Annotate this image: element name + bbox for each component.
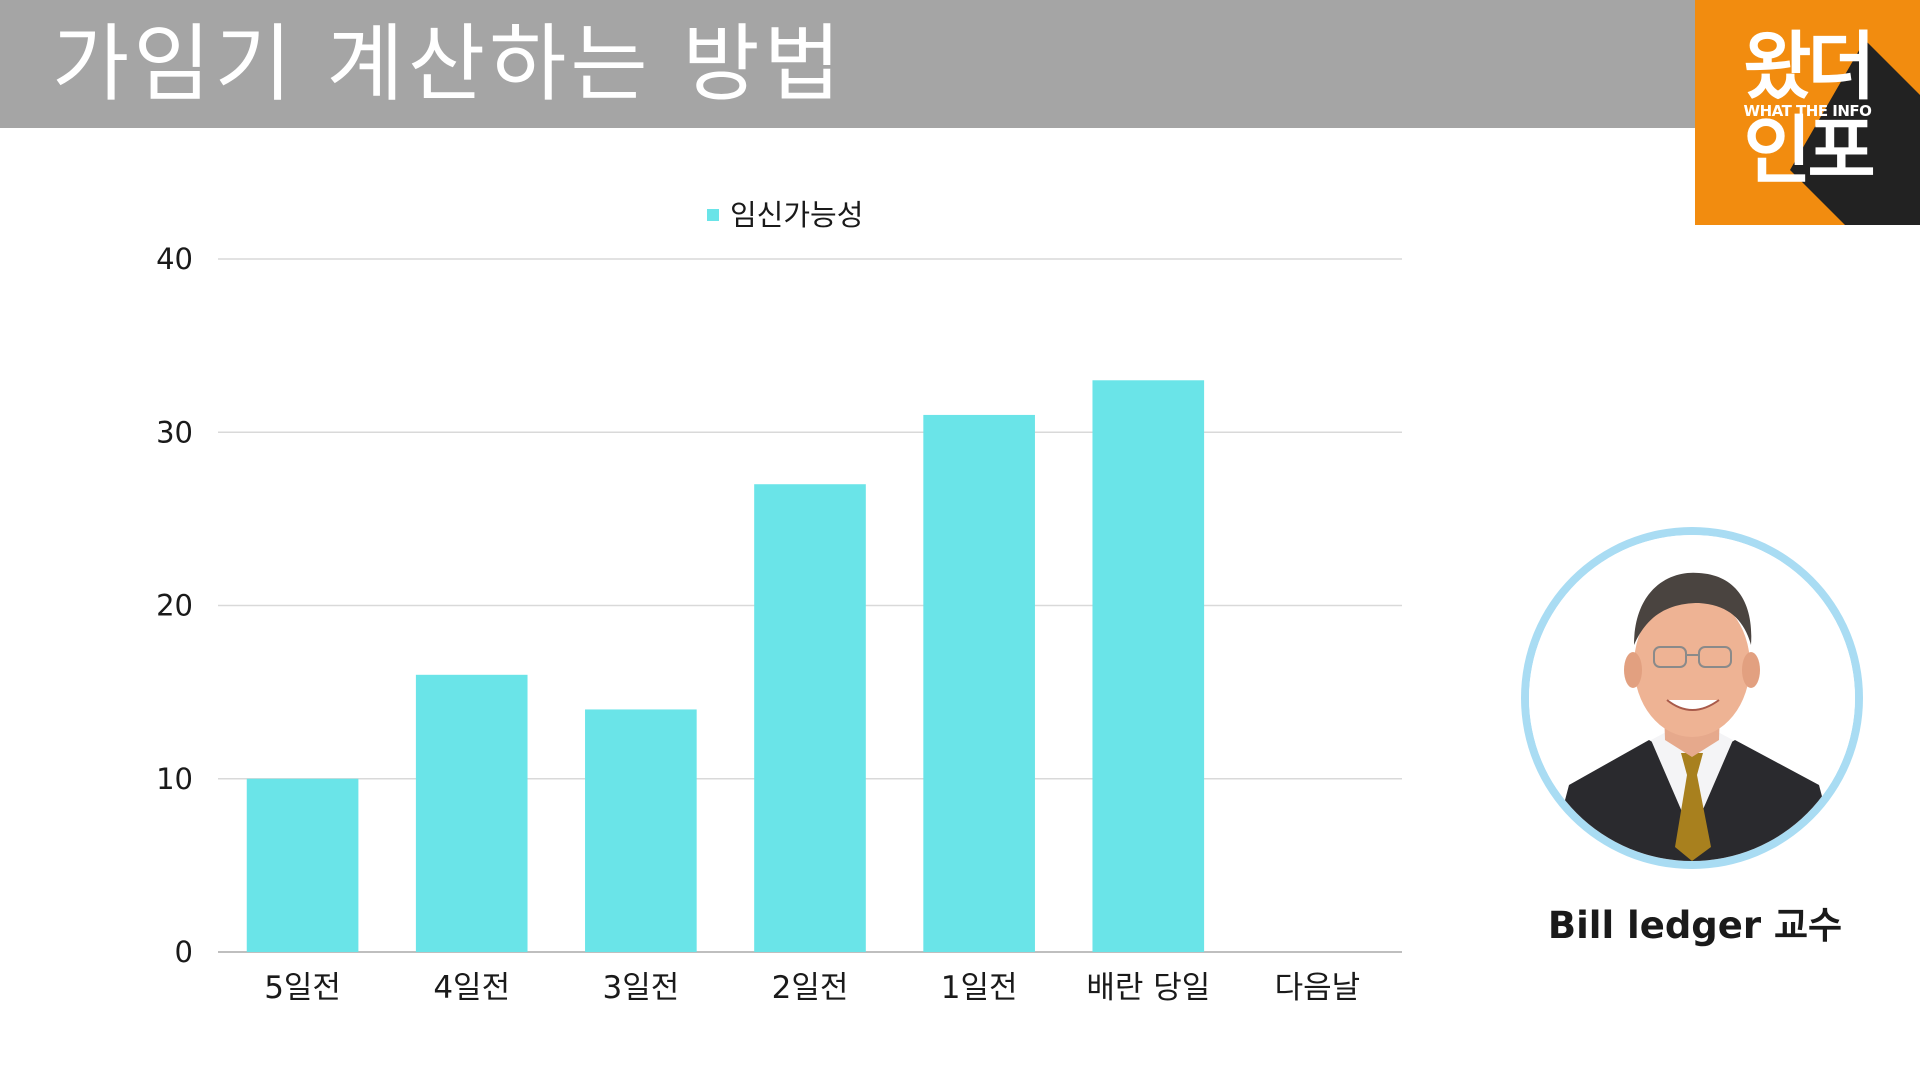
brand-logo: 왔더 WHAT THE INFO 인포: [1695, 0, 1920, 225]
page-title: 가임기 계산하는 방법: [52, 15, 845, 113]
x-tick-label: 4일전: [433, 970, 510, 1006]
bar: [923, 414, 1035, 952]
y-tick-label: 10: [156, 762, 193, 796]
bar: [415, 674, 528, 952]
portrait-photo: [1529, 535, 1855, 861]
legend-label: 임신가능성: [730, 198, 863, 232]
bar: [585, 709, 697, 952]
x-tick-label: 다음날: [1275, 970, 1361, 1006]
y-tick-label: 0: [175, 935, 193, 969]
portrait-caption: Bill ledger 교수: [1547, 904, 1843, 947]
y-tick-label: 30: [156, 415, 193, 449]
title-bar: 가임기 계산하는 방법: [0, 0, 1695, 128]
x-tick-label: 1일전: [941, 970, 1018, 1006]
legend-swatch: [707, 209, 719, 221]
bar: [754, 484, 866, 952]
bar: [1092, 380, 1205, 952]
logo-top-text: 왔더: [1743, 24, 1875, 110]
logo-bottom-text: 인포: [1743, 108, 1875, 194]
x-tick-label: 3일전: [602, 970, 679, 1006]
x-tick-label: 5일전: [264, 970, 341, 1006]
logo-shadow: [1790, 40, 1920, 225]
x-tick-label: 2일전: [772, 970, 849, 1006]
logo-sub-text: WHAT THE INFO: [1743, 102, 1872, 120]
x-tick-label: 배란 당일: [1086, 970, 1210, 1006]
person-photo-icon: [1529, 535, 1855, 861]
bar: [246, 778, 359, 952]
y-tick-label: 20: [156, 589, 193, 623]
y-tick-label: 40: [156, 242, 193, 276]
